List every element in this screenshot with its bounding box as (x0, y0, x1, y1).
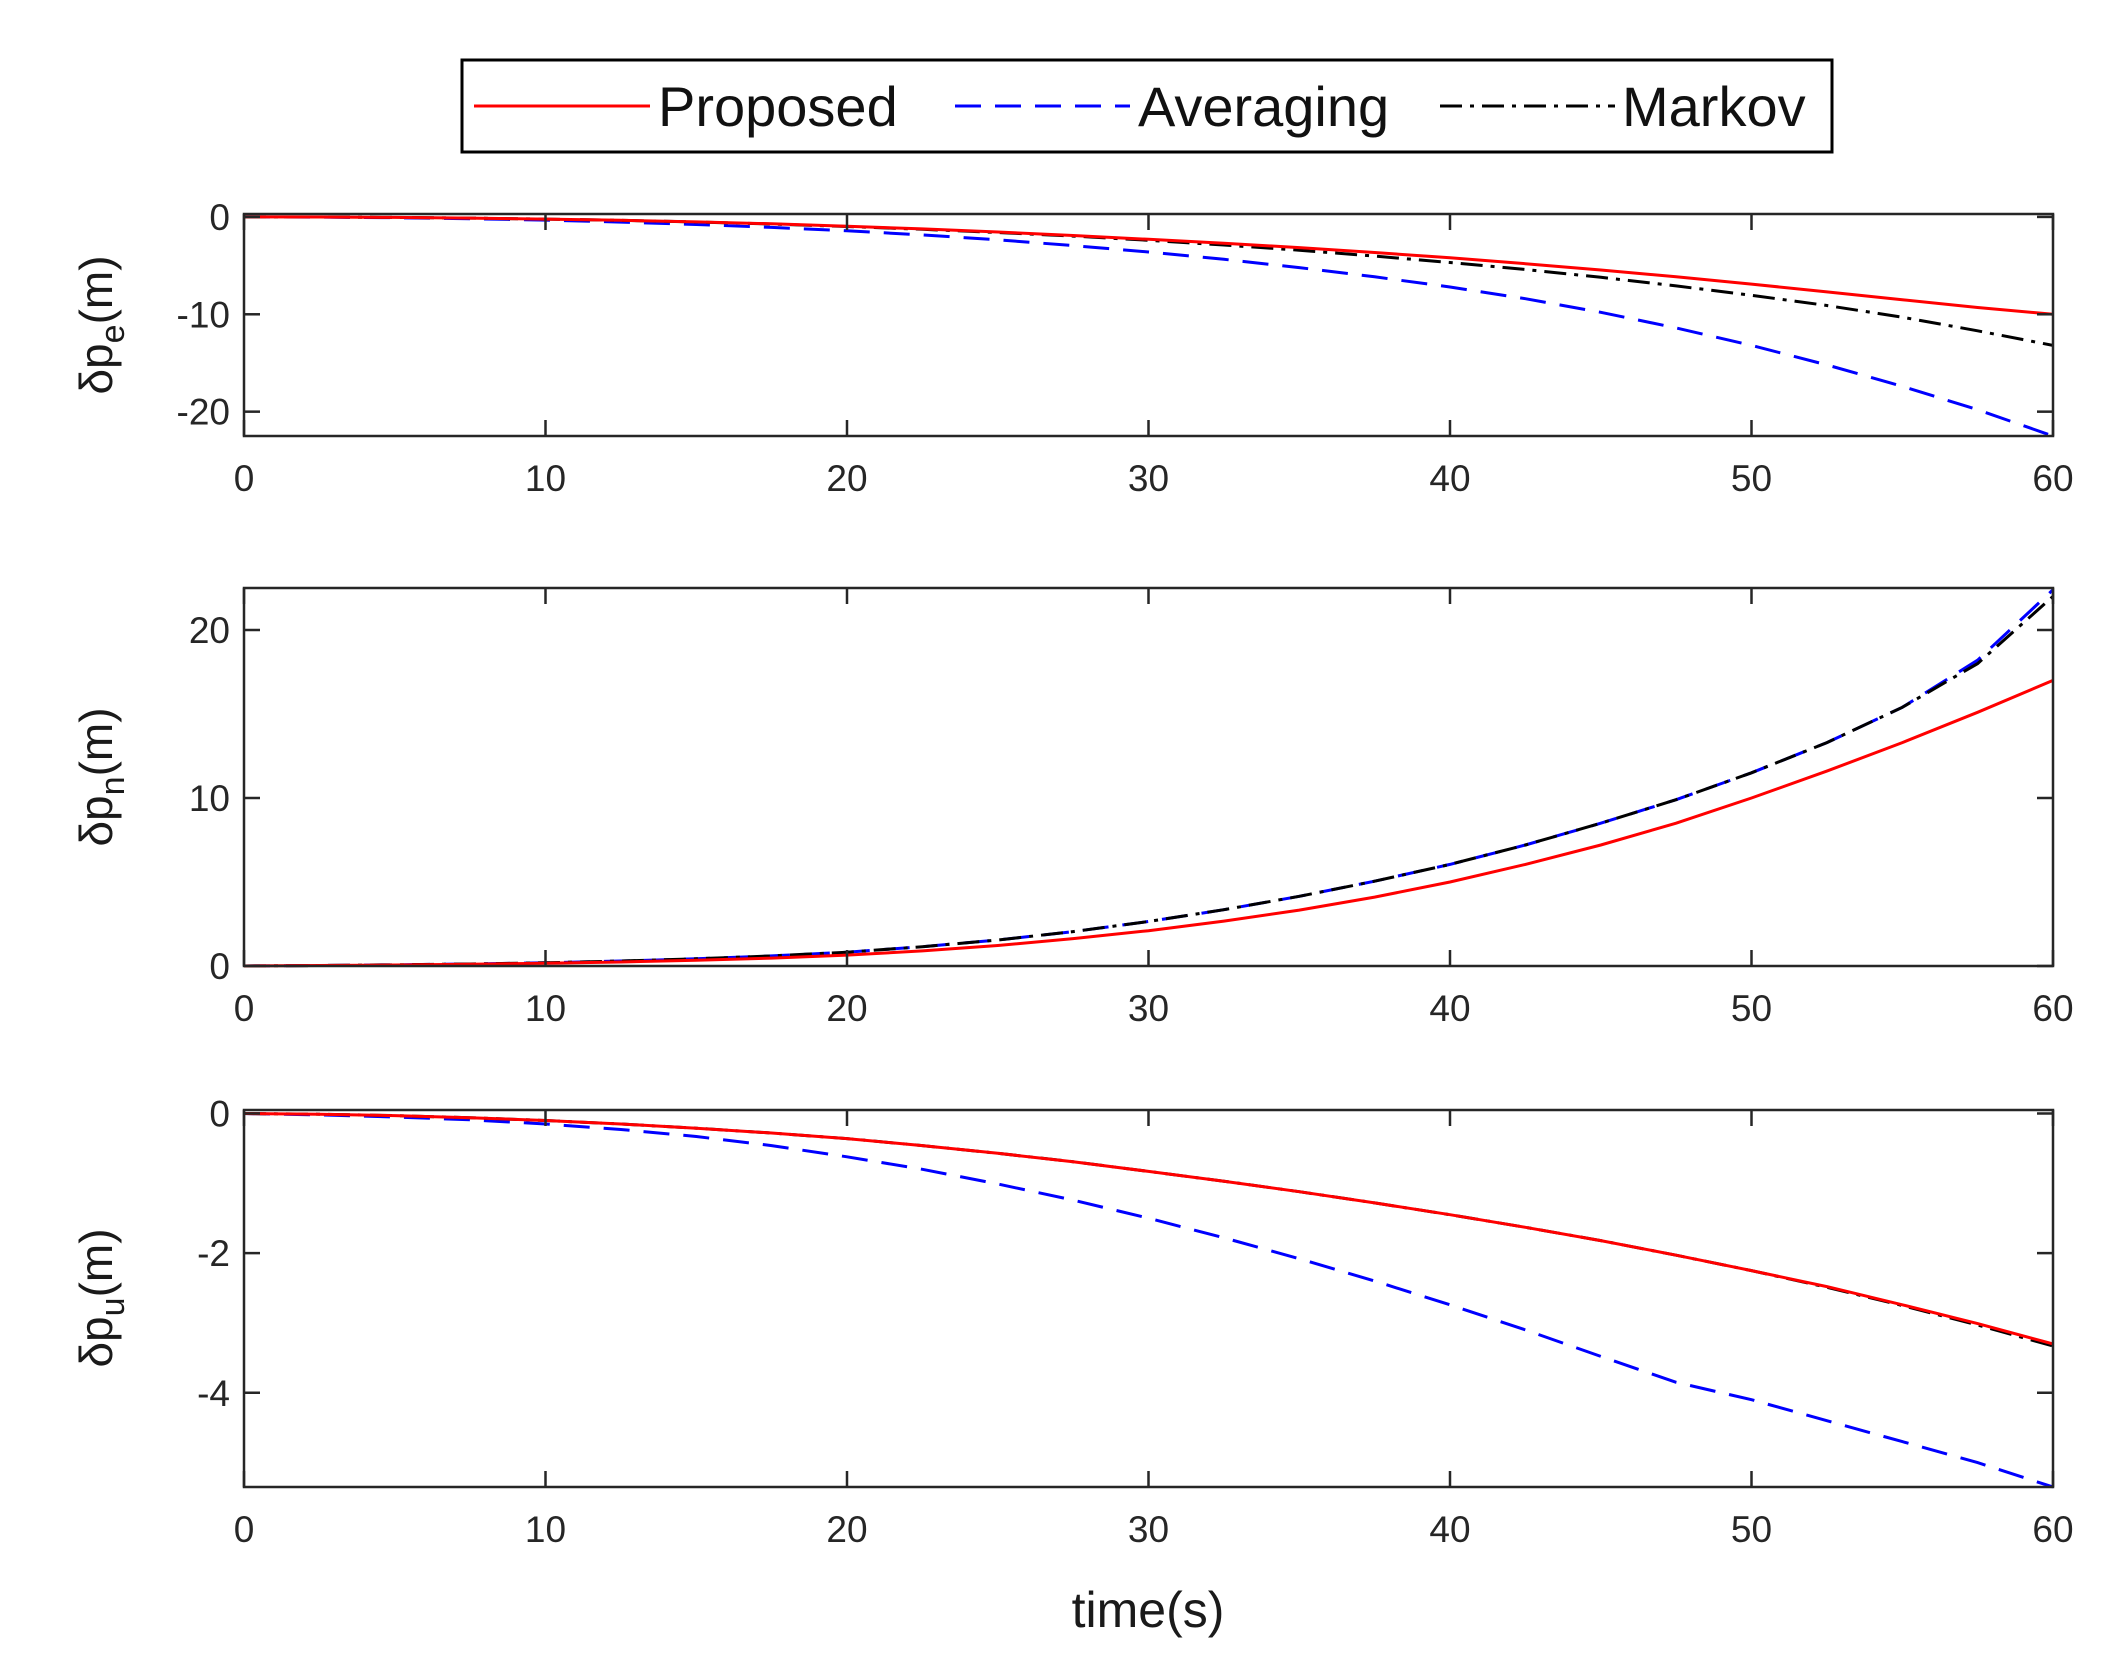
ylabel-north-sub: n (94, 776, 132, 795)
ylabel-east-main: δp (70, 343, 122, 394)
y-ticks-up: 0 -2 -4 (197, 1093, 2053, 1414)
xtick-label: 0 (234, 988, 255, 1029)
x-ticks-up: 0 10 20 30 40 50 60 (234, 1110, 2074, 1550)
xtick-label: 50 (1731, 458, 1772, 499)
ytick-label: -10 (177, 294, 230, 335)
xtick-label: 30 (1128, 1509, 1169, 1550)
subplot-up: 0 -2 -4 0 10 20 30 40 50 60 δpu(m) (70, 1093, 2074, 1550)
ylabel-up-main: δp (70, 1316, 122, 1367)
legend-box (460, 58, 1834, 154)
ytick-label: -4 (197, 1373, 230, 1414)
legend-label-proposed: Proposed (658, 75, 898, 138)
xtick-label: 40 (1429, 1509, 1470, 1550)
xtick-label: 30 (1128, 458, 1169, 499)
xtick-label: 0 (234, 458, 255, 499)
xtick-label: 60 (2032, 458, 2073, 499)
xtick-label: 40 (1429, 458, 1470, 499)
xtick-label: 30 (1128, 988, 1169, 1029)
ylabel-east-unit: (m) (70, 255, 122, 324)
x-ticks-north: 0 10 20 30 40 50 60 (234, 588, 2074, 1029)
ytick-label: -2 (197, 1233, 230, 1274)
ylabel-north: δpn(m) (70, 707, 132, 846)
y-ticks-east: 0 -10 -20 (177, 197, 2053, 433)
ytick-label: 0 (209, 946, 230, 987)
ylabel-north-main: δp (70, 795, 122, 846)
legend-label-markov: Markov (1622, 75, 1806, 138)
xtick-label: 50 (1731, 988, 1772, 1029)
xtick-label: 20 (826, 988, 867, 1029)
ytick-label: 0 (209, 197, 230, 238)
ytick-label: 10 (189, 778, 230, 819)
xtick-label: 60 (2032, 1509, 2073, 1550)
xtick-label: 50 (1731, 1509, 1772, 1550)
x-ticks-east: 0 10 20 30 40 50 60 (234, 214, 2074, 499)
xtick-label: 60 (2032, 988, 2073, 1029)
xtick-label: 10 (525, 458, 566, 499)
ytick-label: -20 (177, 392, 230, 433)
ylabel-east-sub: e (94, 324, 132, 343)
ylabel-north-unit: (m) (70, 707, 122, 776)
ylabel-up: δpu(m) (70, 1228, 132, 1367)
xtick-label: 20 (826, 458, 867, 499)
xtick-label: 0 (234, 1509, 255, 1550)
ytick-label: 20 (189, 610, 230, 651)
y-ticks-north: 0 10 20 (189, 610, 2053, 987)
ylabel-up-unit: (m) (70, 1228, 122, 1297)
subplot-east: 0 -10 -20 0 10 20 30 40 50 60 δpe(m) (70, 197, 2074, 499)
xtick-label: 10 (525, 1509, 566, 1550)
ylabel-east: δpe(m) (70, 255, 132, 394)
xtick-label: 10 (525, 988, 566, 1029)
legend: Proposed Averaging Markov (460, 58, 1834, 154)
subplot-north: 0 10 20 0 10 20 30 40 50 60 δpn(m) (70, 586, 2074, 1029)
legend-label-averaging: Averaging (1138, 75, 1389, 138)
xtick-label: 20 (826, 1509, 867, 1550)
xtick-label: 40 (1429, 988, 1470, 1029)
xlabel: time(s) (1072, 1582, 1225, 1638)
ytick-label: 0 (209, 1093, 230, 1134)
ylabel-up-sub: u (94, 1297, 132, 1316)
